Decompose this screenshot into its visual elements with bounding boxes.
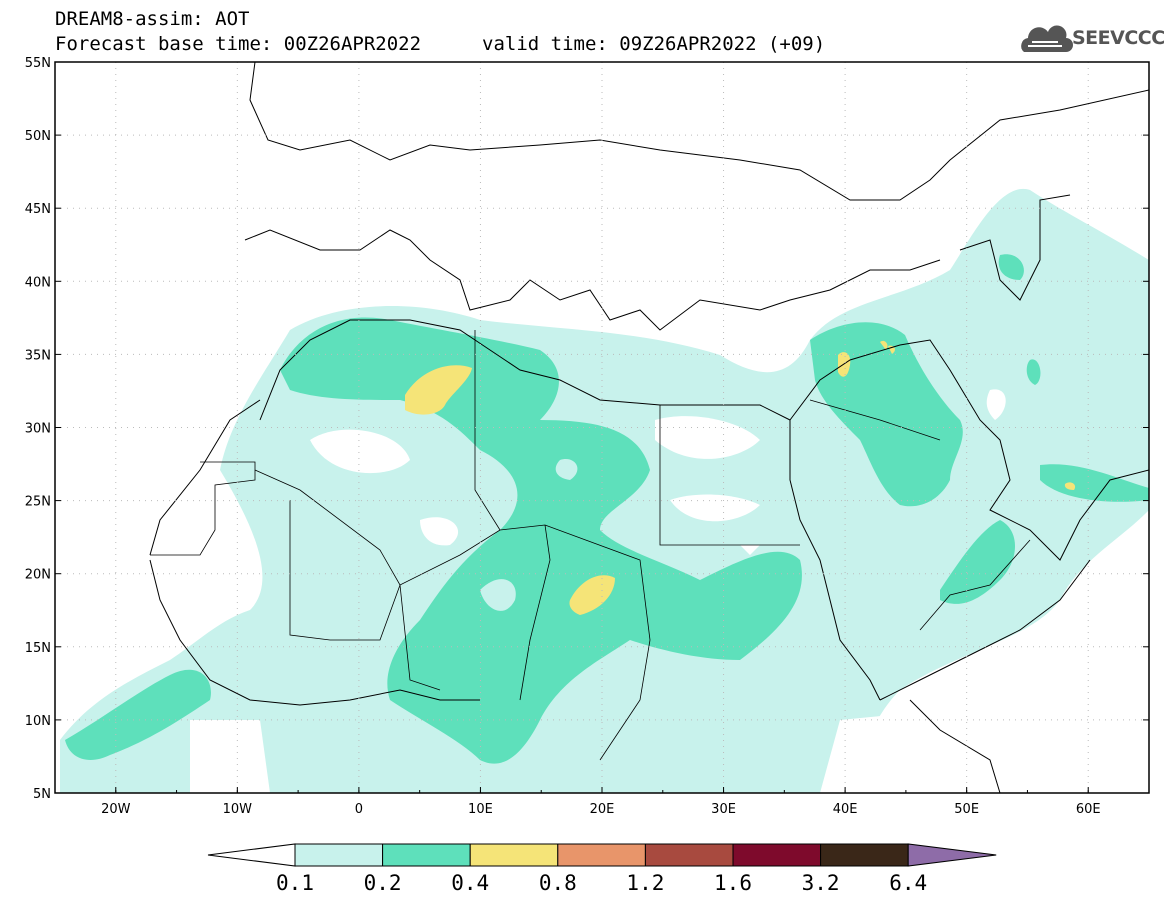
lat-tick-label: 25N [25,495,51,510]
country-borders [150,330,1031,761]
colorbar-segment [732,843,822,867]
lat-tick-label: 10N [25,714,51,729]
valid-time: valid time: 09Z26APR2022 (+09) [482,33,826,55]
lat-tick-label: 40N [25,275,51,290]
latitude-ticks: 55N 50N 45N 40N 35N 30N 25N 20N 15N 10N 5N [25,56,1149,802]
aot-medium-holes [480,459,578,611]
lat-tick-label: 50N [25,129,51,144]
colorbar: 0.1 0.2 0.4 0.8 1.2 1.6 3.2 6.4 [207,843,997,895]
lon-tick-label: 30E [711,802,736,817]
lat-tick-label: 5N [33,787,51,802]
colorbar-segment [294,843,384,867]
lat-tick-label: 20N [25,568,51,583]
longitude-ticks: 20W 10W 0 10E 20E 30E 40E 50E 60E [54,787,1150,817]
grid-lines [55,62,1149,793]
lon-tick-label: 10W [223,802,253,817]
lon-tick-label: 20E [590,802,615,817]
colorbar-label: 0.4 [451,871,489,895]
colorbar-label: 0.1 [276,871,314,895]
lon-tick-label: 60E [1076,802,1101,817]
colorbar-segment [644,843,734,867]
lon-tick-label: 20W [101,802,131,817]
colorbar-segment [820,843,909,867]
colorbar-segment [382,843,471,867]
lat-tick-label: 35N [25,348,51,363]
aot-fields [60,188,1149,793]
logo-text: SEEVCCC [1072,27,1165,49]
colorbar-label: 0.2 [364,871,402,895]
colorbar-label: 6.4 [889,871,927,895]
lat-tick-label: 45N [25,202,51,217]
cloud-logo-icon [1021,25,1073,52]
colorbar-segment [469,843,559,867]
colorbar-segment [557,843,646,867]
lon-tick-label: 10E [468,802,493,817]
colorbar-max-arrow [907,843,997,867]
forecast-base-time: Forecast base time: 00Z26APR2022 [55,33,422,55]
map-title: DREAM8-assim: AOT [55,8,250,30]
aot-level-0-4 [405,340,1076,615]
lat-tick-label: 55N [25,56,51,71]
lon-tick-label: 50E [954,802,979,817]
lon-tick-label: 0 [355,802,363,817]
lat-tick-label: 30N [25,422,51,437]
lat-tick-label: 15N [25,641,51,656]
colorbar-min-arrow [207,843,296,867]
colorbar-label: 0.8 [539,871,577,895]
coastlines [149,62,1149,793]
colorbar-label: 3.2 [802,871,840,895]
aot-below-0-1 [60,389,1149,793]
colorbar-label: 1.2 [626,871,664,895]
colorbar-label: 1.6 [714,871,752,895]
lon-tick-label: 40E [833,802,858,817]
